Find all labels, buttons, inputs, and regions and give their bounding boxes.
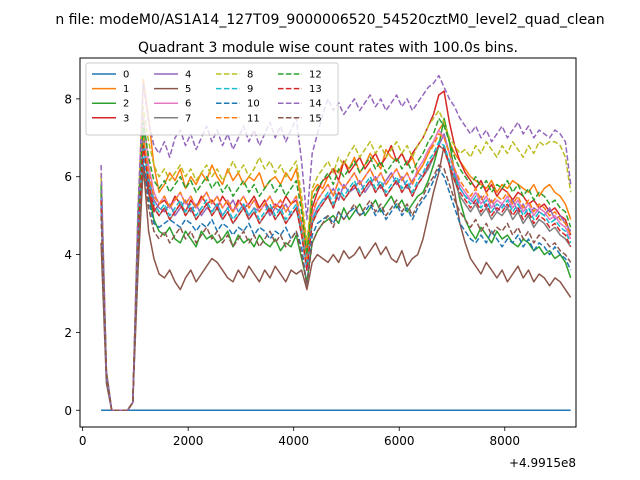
y-tick-label: 0 (64, 404, 72, 418)
series-line-11 (100, 133, 572, 412)
legend-label: 13 (309, 84, 322, 95)
legend-label: 15 (309, 113, 322, 124)
y-tick-label: 6 (64, 170, 72, 184)
x-tick-label: 0 (79, 434, 87, 448)
y-axis: 0 2 4 6 8 (64, 92, 80, 418)
legend-box (85, 62, 339, 136)
legend-label: 14 (309, 99, 322, 110)
series-line-12 (100, 117, 572, 412)
legend-label: 1 (123, 84, 129, 95)
series-line-15 (100, 164, 572, 412)
series-line-5 (100, 144, 572, 412)
series-line-13 (100, 144, 572, 412)
legend-label: 3 (123, 113, 129, 124)
y-tick-label: 2 (64, 326, 72, 340)
legend-label: 4 (185, 70, 191, 81)
x-tick-label: 6000 (384, 434, 415, 448)
series-line-1 (100, 78, 572, 412)
legend-label: 10 (247, 99, 260, 110)
axes-frame (79, 57, 577, 428)
legend-label: 6 (185, 99, 191, 110)
legend-label: 5 (185, 84, 191, 95)
y-tick-label: 8 (64, 92, 72, 106)
legend-label: 11 (247, 113, 260, 124)
series-line-9 (100, 140, 572, 412)
legend-label: 0 (123, 70, 129, 81)
x-offset-label: +4.9915e8 (509, 456, 576, 470)
legend-label: 9 (247, 84, 253, 95)
plot-area (100, 74, 572, 412)
x-tick-label: 8000 (489, 434, 520, 448)
chart-suptitle: n file: modeM0/AS1A14_127T09_9000006520_… (55, 12, 604, 28)
series-line-8 (100, 105, 572, 412)
legend-label: 2 (123, 99, 129, 110)
legend-label: 12 (309, 70, 322, 81)
x-axis: 0 2000 4000 6000 8000 (79, 427, 520, 448)
y-tick-label: 4 (64, 248, 72, 262)
legend-label: 7 (185, 113, 191, 124)
x-tick-label: 4000 (278, 434, 309, 448)
chart-title: Quadrant 3 module wise count rates with … (138, 40, 518, 56)
legend-label: 8 (247, 70, 253, 81)
x-tick-label: 2000 (173, 434, 204, 448)
